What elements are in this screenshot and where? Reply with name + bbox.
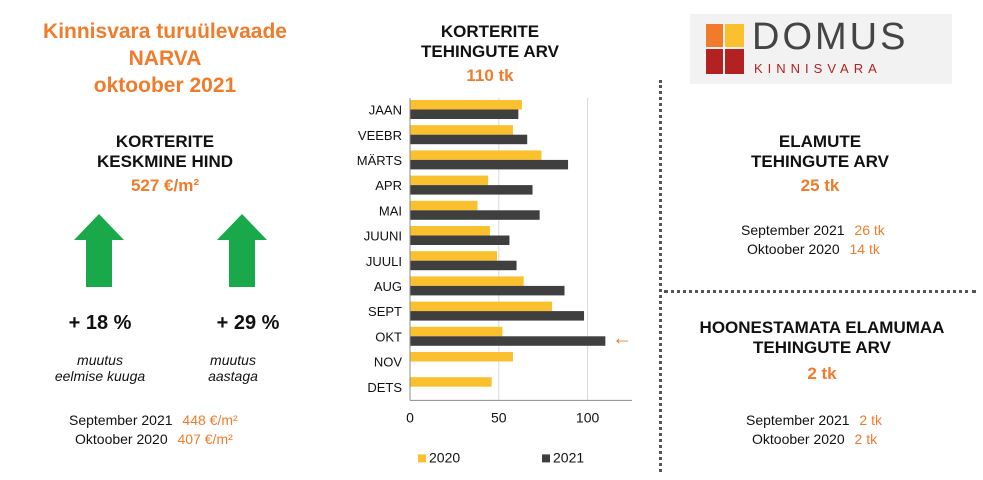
land-heading-line-1: HOONESTAMATA ELAMUMAA	[699, 318, 945, 337]
houses-compare-value: 14 tk	[849, 241, 880, 257]
chart-total-value: 110 tk	[466, 66, 514, 85]
land-compare-row: September 2021 2 tk	[746, 412, 882, 428]
price-heading-line-1: KORTERITE	[115, 132, 215, 151]
chart-heading-line-2: TEHINGUTE ARV	[421, 42, 559, 61]
price-value: 527 €/m²	[130, 176, 200, 195]
category-label: JUUNI	[364, 229, 402, 244]
price-compare-row: Oktoober 2020 407 €/m²	[75, 431, 233, 447]
price-compare-value: 407 €/m²	[177, 431, 233, 447]
land-compare-row: Oktoober 2020 2 tk	[752, 431, 877, 447]
chart-heading-line-1: KORTERITE	[440, 22, 540, 41]
land-value: 2 tk	[807, 364, 837, 383]
bar-2020	[410, 200, 478, 211]
bar-2020	[410, 100, 522, 110]
category-label: APR	[375, 178, 402, 193]
change-month-note-line-2: eelmise kuuga	[54, 368, 146, 384]
bar-2021	[410, 235, 510, 245]
apartment-transactions-chart: JAAN VEEBR MÄRTS APR MAI JUUNI JUULI AUG SEPT OKT…	[357, 98, 632, 465]
category-label: DETS	[367, 380, 402, 395]
price-compare-label: Oktoober 2020	[75, 431, 168, 447]
houses-heading-line-1: ELAMUTE	[778, 132, 862, 151]
change-year-value: + 29 %	[216, 312, 280, 334]
category-label: MAI	[379, 203, 402, 218]
price-heading-line-2: KESKMINE HIND	[96, 152, 233, 171]
logo-name: DOMUS	[752, 16, 909, 58]
houses-heading-line-2: TEHINGUTE ARV	[751, 152, 889, 171]
bar-2020	[410, 251, 498, 261]
bar-2021	[410, 185, 533, 195]
report-title-line-2: NARVA	[128, 47, 202, 70]
houses-compare-row: Oktoober 2020 14 tk	[747, 241, 880, 257]
highlight-arrow-icon: ←	[612, 327, 632, 349]
houses-compare-value: 26 tk	[854, 222, 885, 238]
category-label: JAAN	[369, 103, 402, 118]
vertical-divider	[659, 80, 662, 472]
change-month-note-line-1: muutus	[77, 352, 123, 368]
arrow-up-icon	[74, 214, 124, 287]
bar-2020	[410, 150, 542, 160]
bar-2021	[410, 109, 519, 119]
houses-heading: ELAMUTE TEHINGUTE ARV	[680, 132, 960, 172]
bar-2021	[410, 260, 517, 271]
land-compare-value: 2 tk	[854, 431, 878, 447]
category-label: SEPT	[368, 304, 402, 319]
bar-2020	[410, 125, 514, 135]
legend-swatch-2021	[542, 454, 550, 463]
report-title: Kinnisvara turuülevaade NARVA oktoober 2…	[0, 18, 330, 99]
category-label: JUULI	[366, 254, 402, 269]
legend-swatch-2020	[418, 454, 426, 463]
bar-2020	[410, 352, 514, 362]
bar-2020	[410, 377, 492, 387]
houses-value: 25 tk	[800, 176, 840, 195]
arrow-up-icon	[217, 214, 267, 287]
bar-2021	[410, 134, 528, 145]
report-title-line-1: Kinnisvara turuülevaade	[43, 20, 287, 43]
change-month-note: muutus eelmise kuuga	[30, 352, 170, 384]
land-compare-label: September 2021	[746, 412, 850, 428]
category-label: MÄRTS	[357, 153, 403, 168]
category-label: NOV	[374, 355, 403, 370]
price-compare-row: September 2021 448 €/m²	[69, 412, 238, 428]
category-label: AUG	[374, 279, 402, 294]
category-label: OKT	[375, 329, 402, 344]
report-title-line-3: oktoober 2021	[93, 74, 237, 97]
land-compare-value: 2 tk	[859, 412, 882, 428]
horizontal-divider	[664, 290, 976, 293]
legend-label-2021: 2021	[553, 449, 584, 465]
houses-compare-label: Oktoober 2020	[747, 241, 840, 257]
bar-2021	[410, 311, 585, 321]
x-tick-label: 50	[491, 409, 507, 425]
change-year-note-line-1: muutus	[210, 352, 256, 368]
houses-compare-label: September 2021	[741, 222, 845, 238]
price-compare-value: 448 €/m²	[182, 412, 238, 428]
legend-label-2020: 2020	[429, 449, 460, 465]
change-year-note: muutus aastaga	[178, 352, 288, 384]
land-heading-line-2: TEHINGUTE ARV	[753, 338, 891, 357]
houses-compare-row: September 2021 26 tk	[741, 222, 885, 238]
price-compare-label: September 2021	[69, 412, 173, 428]
bar-2020	[410, 226, 490, 236]
bar-2021	[410, 159, 569, 170]
bar-2021	[410, 336, 606, 346]
x-tick-label: 100	[576, 409, 600, 425]
logo-mark-icon	[706, 24, 744, 74]
bar-2020	[410, 175, 489, 186]
change-month-value: + 18 %	[68, 312, 132, 334]
x-tick-label: 0	[406, 409, 414, 425]
bar-2021	[410, 285, 565, 296]
change-year-note-line-2: aastaga	[208, 368, 258, 384]
bar-2020	[410, 301, 553, 312]
bar-2020	[410, 326, 503, 337]
land-compare-label: Oktoober 2020	[752, 431, 845, 447]
chart-heading: KORTERITE TEHINGUTE ARV	[390, 22, 590, 62]
bar-2021	[410, 210, 540, 220]
logo-subtitle: KINNISVARA	[754, 61, 882, 76]
land-heading: HOONESTAMATA ELAMUMAA TEHINGUTE ARV	[672, 318, 972, 358]
category-label: VEEBR	[358, 128, 402, 143]
bar-2020	[410, 276, 524, 286]
price-heading: KORTERITE KESKMINE HIND	[60, 132, 270, 172]
